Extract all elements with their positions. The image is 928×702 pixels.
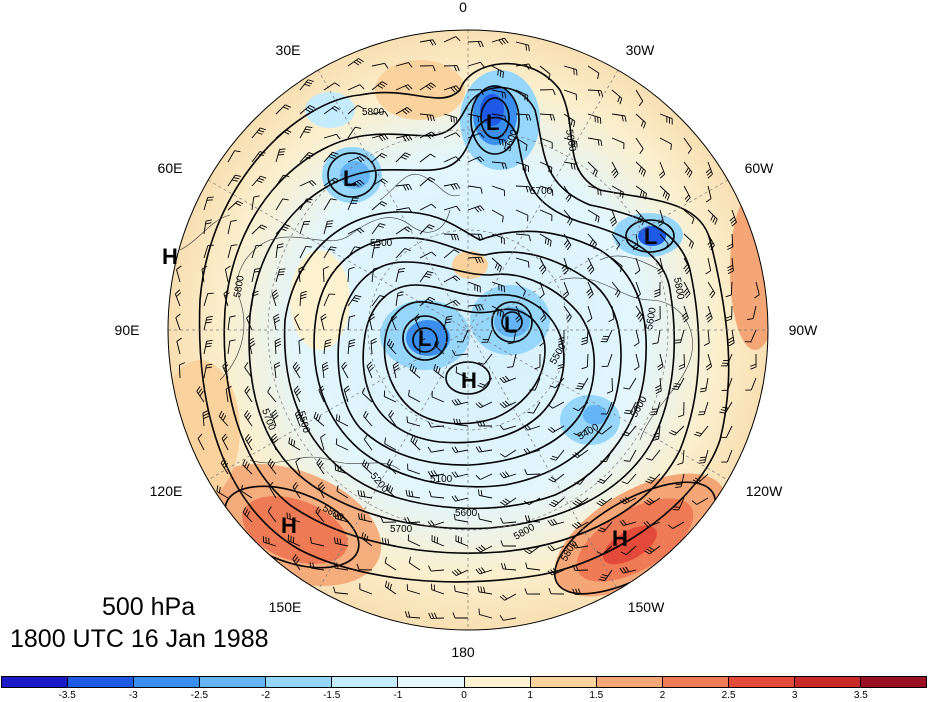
colorbar-tick-label: 2.5 (721, 690, 736, 701)
lon-label-60w: 60W (744, 160, 774, 176)
lon-label-150w: 150W (627, 599, 665, 615)
colorbar-tick-label: -1.5 (323, 690, 341, 701)
lon-label-120w: 120W (745, 483, 783, 499)
colorbar-swatch (861, 677, 927, 687)
low-center-labrador: L (644, 224, 657, 249)
lon-label-30e: 30E (275, 42, 301, 58)
pressure-level-caption: 500 hPa (102, 593, 196, 621)
colorbar-tick-label: -3 (128, 690, 138, 701)
low-center-kara-sea: L (418, 326, 431, 351)
wind-barbs (174, 36, 760, 621)
low-center-scandinavia: L (343, 166, 356, 191)
lon-label-0: 0 (459, 0, 467, 15)
anomaly-colorbar (1, 676, 927, 688)
colorbar-tick-label: 3 (791, 690, 798, 701)
polar-stereographic-map: 5800 5800 5600 5700 5500 5800 5700 5800 … (114, 0, 818, 660)
colorbar-swatch (596, 677, 663, 687)
colorbar-tick-labels: -3.5 -3 -2.5 -2 -1.5 -1 0 1 1.5 2 2.5 3 3.5 (1, 690, 927, 702)
lon-label-30w: 30W (625, 42, 655, 58)
colorbar-tick-label: 0 (461, 690, 467, 701)
contour-label: 5100 (430, 474, 453, 485)
high-center-pole: H (461, 368, 477, 393)
colorbar-tick-label: -3.5 (58, 690, 76, 701)
contour-label: 5600 (644, 306, 659, 330)
lon-label-90w: 90W (788, 322, 818, 338)
colorbar-tick-label: 2 (659, 690, 666, 701)
geopotential-contours (198, 62, 730, 595)
contour-label: 5800 (671, 277, 686, 301)
high-center-siberia: H (162, 244, 178, 269)
map-canvas: 5800 5800 5600 5700 5500 5800 5700 5800 … (162, 29, 769, 631)
pressure-center-labels: H L L L L L H H H (162, 110, 657, 551)
contour-label: 5800 (362, 107, 385, 118)
colorbar-swatch (68, 677, 135, 687)
colorbar-swatch (332, 677, 399, 687)
colorbar-tick-label: 1 (527, 690, 533, 701)
high-center-alaska: H (612, 526, 628, 551)
colorbar-swatch (2, 677, 69, 687)
colorbar-tick-label: -1 (393, 690, 403, 701)
contour-label: 5800 (232, 274, 247, 298)
colorbar-swatch (398, 677, 465, 687)
contour-label: 5700 (530, 186, 553, 197)
lon-label-60e: 60E (157, 160, 183, 176)
contour-label: 5600 (455, 508, 478, 519)
contour-label: 5500 (370, 238, 393, 249)
colorbar-swatch (530, 677, 597, 687)
valid-time-caption: 1800 UTC 16 Jan 1988 (10, 625, 269, 653)
colorbar-swatch (794, 677, 862, 687)
contour-label: 5700 (390, 524, 413, 535)
colorbar-swatch (464, 677, 531, 687)
colorbar-swatch (728, 677, 795, 687)
low-center-canadian-arctic: L (504, 312, 517, 337)
contour-label: 5800 (563, 129, 578, 153)
lon-label-180: 180 (451, 644, 475, 660)
low-center-greenland-sea: L (486, 110, 499, 135)
colorbar-tick-label: 1.5 (589, 690, 604, 701)
map-boundary (167, 29, 769, 631)
colorbar-swatch (134, 677, 201, 687)
colorbar-swatch (662, 677, 729, 687)
lon-label-90e: 90E (114, 322, 140, 338)
colorbar-swatch (266, 677, 333, 687)
colorbar-tick-label: -2.5 (190, 690, 209, 701)
lon-label-150e: 150E (268, 599, 302, 615)
colorbar-swatch (200, 677, 267, 687)
colorbar-tick-label: 3.5 (853, 690, 868, 701)
high-center-japan: H (281, 513, 297, 538)
coastlines (179, 173, 693, 471)
colorbar-tick-label: -2 (261, 690, 271, 701)
lon-label-120e: 120E (149, 483, 183, 499)
